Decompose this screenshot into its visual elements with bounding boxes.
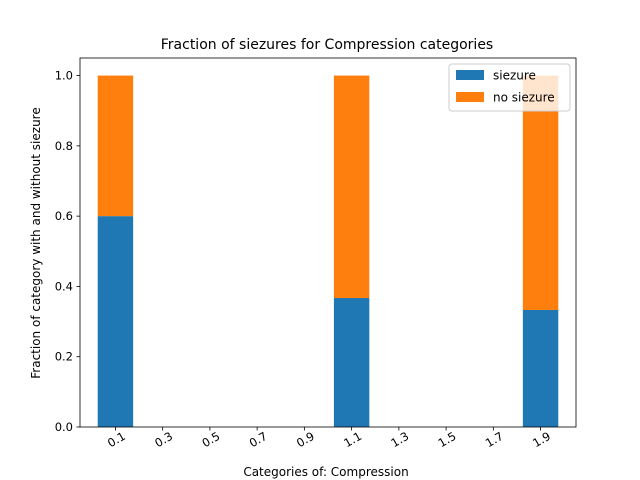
y-tick-label: 0.0 (55, 420, 73, 434)
y-tick-label: 0.6 (55, 209, 73, 223)
y-tick-label: 1.0 (55, 69, 73, 83)
chart-title: Fraction of siezures for Compression cat… (161, 37, 493, 53)
bar-no-siezure-0 (97, 75, 134, 217)
plot-frame (79, 57, 577, 428)
bars-layer (97, 75, 559, 427)
legend-label-siezure: siezure (493, 69, 536, 83)
y-tick-label: 0.4 (55, 279, 73, 293)
bar-siezure-0 (97, 216, 134, 427)
y-axis-label: Fraction of category with and without si… (29, 107, 43, 378)
y-tick-label: 0.2 (55, 350, 73, 364)
bar-no-siezure-1 (333, 75, 370, 299)
bar-siezure-1 (333, 298, 370, 427)
x-axis-label: Categories of: Compression (243, 465, 408, 479)
y-tick-label: 0.8 (55, 139, 73, 153)
legend: siezure no siezure (448, 63, 571, 112)
legend-swatch-siezure (456, 70, 484, 80)
legend-swatch-no-siezure (456, 92, 484, 102)
bar-no-siezure-2 (522, 75, 559, 310)
bar-siezure-2 (522, 309, 559, 427)
legend-label-no-siezure: no siezure (493, 91, 555, 105)
